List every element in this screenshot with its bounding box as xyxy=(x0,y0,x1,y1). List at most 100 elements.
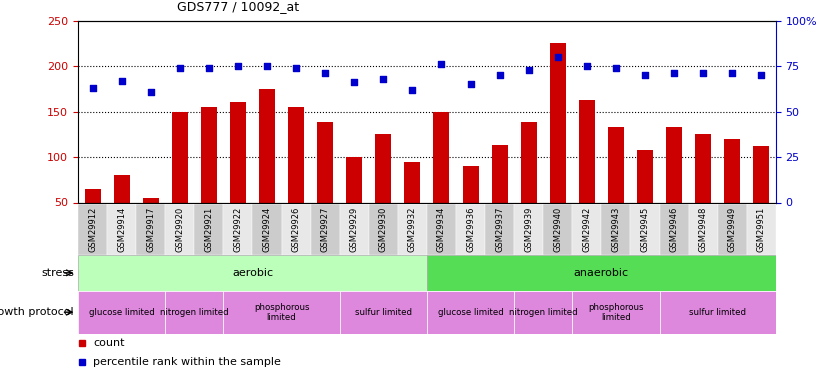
Point xyxy=(86,85,99,91)
Text: GSM29936: GSM29936 xyxy=(466,207,475,252)
Bar xyxy=(78,204,107,255)
Text: GSM29922: GSM29922 xyxy=(233,207,242,252)
Bar xyxy=(369,204,398,255)
Bar xyxy=(427,291,514,334)
Text: GSM29926: GSM29926 xyxy=(291,207,300,252)
Text: sulfur limited: sulfur limited xyxy=(355,308,412,316)
Text: GSM29942: GSM29942 xyxy=(582,207,591,252)
Point xyxy=(260,63,273,69)
Text: sulfur limited: sulfur limited xyxy=(689,308,746,316)
Point xyxy=(639,72,652,78)
Bar xyxy=(107,204,136,255)
Text: count: count xyxy=(94,338,125,348)
Bar xyxy=(544,204,572,255)
Text: phosphorous
limited: phosphorous limited xyxy=(588,303,644,321)
Bar xyxy=(223,204,253,255)
Bar xyxy=(492,145,507,202)
Bar xyxy=(608,127,624,202)
Text: GSM29924: GSM29924 xyxy=(263,207,272,252)
Bar xyxy=(666,127,682,202)
Bar xyxy=(230,102,246,202)
Text: percentile rank within the sample: percentile rank within the sample xyxy=(94,357,282,367)
Text: GSM29945: GSM29945 xyxy=(640,207,649,252)
Bar xyxy=(85,189,100,202)
Bar xyxy=(747,204,776,255)
Bar xyxy=(223,291,340,334)
Bar xyxy=(572,204,601,255)
Point xyxy=(144,88,158,94)
Text: aerobic: aerobic xyxy=(232,268,273,278)
Bar xyxy=(718,204,747,255)
Bar xyxy=(195,204,223,255)
Bar xyxy=(579,100,595,202)
Point xyxy=(347,80,360,86)
Text: GSM29951: GSM29951 xyxy=(757,207,766,252)
Bar xyxy=(754,146,769,202)
Text: GDS777 / 10092_at: GDS777 / 10092_at xyxy=(177,0,299,13)
Bar xyxy=(172,112,188,202)
Text: GSM29912: GSM29912 xyxy=(88,207,97,252)
Text: GSM29932: GSM29932 xyxy=(408,207,417,252)
Point xyxy=(319,70,332,76)
Point xyxy=(464,81,477,87)
Bar xyxy=(201,107,217,202)
Bar xyxy=(398,204,427,255)
Bar xyxy=(631,204,659,255)
Point xyxy=(522,67,535,73)
Text: GSM29914: GSM29914 xyxy=(117,207,126,252)
Point xyxy=(551,54,564,60)
Text: glucose limited: glucose limited xyxy=(438,308,503,316)
Text: GSM29948: GSM29948 xyxy=(699,207,708,252)
Bar xyxy=(143,198,158,202)
Point xyxy=(754,72,768,78)
Text: GSM29949: GSM29949 xyxy=(727,207,736,252)
Text: GSM29940: GSM29940 xyxy=(553,207,562,252)
Bar xyxy=(689,204,718,255)
Point xyxy=(726,70,739,76)
Bar xyxy=(405,162,420,202)
Point xyxy=(115,78,128,84)
Bar xyxy=(462,166,479,202)
Point xyxy=(406,87,419,93)
Point xyxy=(232,63,245,69)
Point xyxy=(580,63,594,69)
Text: phosphorous
limited: phosphorous limited xyxy=(254,303,310,321)
Bar xyxy=(514,204,544,255)
Bar xyxy=(317,123,333,202)
Text: GSM29927: GSM29927 xyxy=(321,207,330,252)
Point xyxy=(493,72,507,78)
Bar xyxy=(514,291,572,334)
Text: GSM29939: GSM29939 xyxy=(524,207,533,252)
Point xyxy=(435,61,448,67)
Bar xyxy=(485,204,514,255)
Point xyxy=(377,76,390,82)
Bar xyxy=(340,291,427,334)
Bar xyxy=(456,204,485,255)
Bar xyxy=(375,134,392,202)
Bar xyxy=(253,204,282,255)
Bar xyxy=(78,291,165,334)
Text: stress: stress xyxy=(41,268,74,278)
Text: GSM29917: GSM29917 xyxy=(146,207,155,252)
Text: GSM29920: GSM29920 xyxy=(175,207,184,252)
Bar xyxy=(165,291,223,334)
Text: glucose limited: glucose limited xyxy=(89,308,154,316)
Text: GSM29930: GSM29930 xyxy=(378,207,388,252)
Point xyxy=(696,70,709,76)
Bar xyxy=(113,175,130,202)
Bar xyxy=(659,204,689,255)
Text: GSM29943: GSM29943 xyxy=(612,207,621,252)
Bar xyxy=(259,89,275,202)
Point xyxy=(202,65,215,71)
Point xyxy=(290,65,303,71)
Point xyxy=(667,70,681,76)
Bar xyxy=(550,44,566,203)
Bar xyxy=(288,107,304,202)
Text: GSM29937: GSM29937 xyxy=(495,207,504,252)
Bar xyxy=(601,204,631,255)
Bar xyxy=(433,112,449,202)
Bar xyxy=(165,204,195,255)
Bar xyxy=(282,204,310,255)
Bar xyxy=(310,204,340,255)
Text: GSM29946: GSM29946 xyxy=(670,207,679,252)
